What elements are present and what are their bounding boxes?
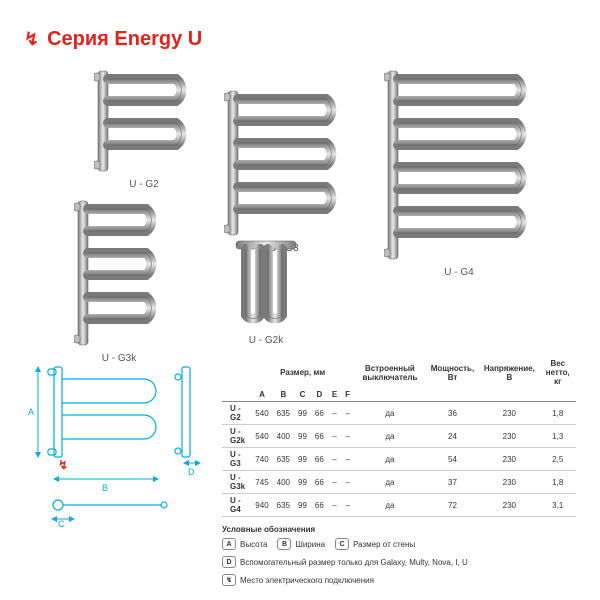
products-grid: U - G2 U - G3 U - G4 U - G3k U - G2k bbox=[24, 69, 576, 349]
product-g3k-label: U - G3k bbox=[74, 353, 164, 364]
legend-key: ↯ bbox=[222, 574, 236, 586]
spec-col-group: Вес нетто, кг bbox=[539, 357, 576, 388]
legend-key: D bbox=[222, 556, 236, 568]
bolt-icon: ↯ bbox=[24, 29, 39, 50]
svg-text:D: D bbox=[188, 467, 195, 477]
spec-col-group: Размер, мм bbox=[251, 357, 354, 388]
svg-text:B: B bbox=[102, 483, 108, 493]
svg-text:↯: ↯ bbox=[58, 458, 68, 472]
spec-col-group: Напряжение, В bbox=[479, 357, 539, 388]
legend-text: Размер от стены bbox=[353, 540, 415, 549]
legend-key: C bbox=[335, 538, 349, 550]
product-g4-label: U - G4 bbox=[384, 267, 534, 278]
spec-col-group bbox=[222, 357, 251, 388]
legend-item: D Вспомогательный размер только для Galax… bbox=[222, 556, 468, 568]
product-g4-image bbox=[384, 69, 534, 261]
product-g2-label: U - G2 bbox=[94, 179, 194, 190]
product-g2k-image bbox=[234, 239, 298, 329]
table-row: U - G25406359966––да362301,8 bbox=[222, 402, 576, 425]
product-g4: U - G4 bbox=[384, 69, 534, 278]
spec-col-sub bbox=[354, 388, 426, 402]
product-g2-image bbox=[94, 69, 194, 173]
table-row: U - G37406359966––да542302,5 bbox=[222, 448, 576, 471]
spec-col-sub: B bbox=[273, 388, 294, 402]
page-title: Серия Energy U bbox=[47, 28, 202, 51]
product-g2k-label: U - G2k bbox=[234, 335, 298, 346]
table-row: U - G49406359966––да722303,1 bbox=[222, 494, 576, 517]
spec-table-body: U - G25406359966––да362301,8U - G2k54040… bbox=[222, 402, 576, 517]
spec-col-sub bbox=[479, 388, 539, 402]
legend-text: Ширина bbox=[295, 540, 325, 549]
spec-col-sub bbox=[222, 388, 251, 402]
table-row: U - G2k5404009966––да242301,3 bbox=[222, 425, 576, 448]
spec-col-group: Встроенный выключатель bbox=[354, 357, 426, 388]
legend-item: C Размер от стены bbox=[335, 538, 415, 550]
svg-text:C: C bbox=[58, 519, 65, 527]
product-g2: U - G2 bbox=[94, 69, 194, 190]
spec-col-sub: E bbox=[328, 388, 341, 402]
legend-key: A bbox=[222, 538, 236, 550]
product-g3k-image bbox=[74, 199, 164, 347]
legend-item: A Высота bbox=[222, 538, 267, 550]
legend: A Высота B Ширина C Размер от стены D Вспомогат… bbox=[222, 538, 576, 586]
legend-title: Условные обозначения bbox=[222, 525, 576, 534]
product-g3: U - G3 bbox=[224, 89, 344, 254]
dimension-diagram: ↯ A B D C bbox=[24, 357, 204, 586]
product-g3k: U - G3k bbox=[74, 199, 164, 364]
spec-col-sub bbox=[539, 388, 576, 402]
spec-col-sub: D bbox=[311, 388, 328, 402]
spec-col-group: Мощность, Вт bbox=[426, 357, 479, 388]
legend-text: Высота bbox=[240, 540, 267, 549]
product-g2k: U - G2k bbox=[234, 239, 298, 346]
legend-key: B bbox=[277, 538, 291, 550]
legend-text: Место электрического подключения bbox=[240, 576, 374, 585]
spec-table: Размер, ммВстроенный выключательМощность… bbox=[222, 357, 576, 517]
product-g3-image bbox=[224, 89, 344, 237]
spec-col-sub: C bbox=[294, 388, 311, 402]
spec-panel: Размер, ммВстроенный выключательМощность… bbox=[222, 357, 576, 586]
svg-text:A: A bbox=[28, 407, 34, 417]
legend-text: Вспомогательный размер только для Galaxy… bbox=[240, 558, 468, 567]
legend-item: B Ширина bbox=[277, 538, 325, 550]
spec-col-sub bbox=[426, 388, 479, 402]
spec-col-sub: A bbox=[251, 388, 272, 402]
legend-item: ↯ Место электрического подключения bbox=[222, 574, 374, 586]
table-row: U - G3k7454009966––да372301,8 bbox=[222, 471, 576, 494]
spec-col-sub: F bbox=[341, 388, 354, 402]
spec-table-group-row: Размер, ммВстроенный выключательМощность… bbox=[222, 357, 576, 388]
spec-table-sub-row: ABCDEF bbox=[222, 388, 576, 402]
